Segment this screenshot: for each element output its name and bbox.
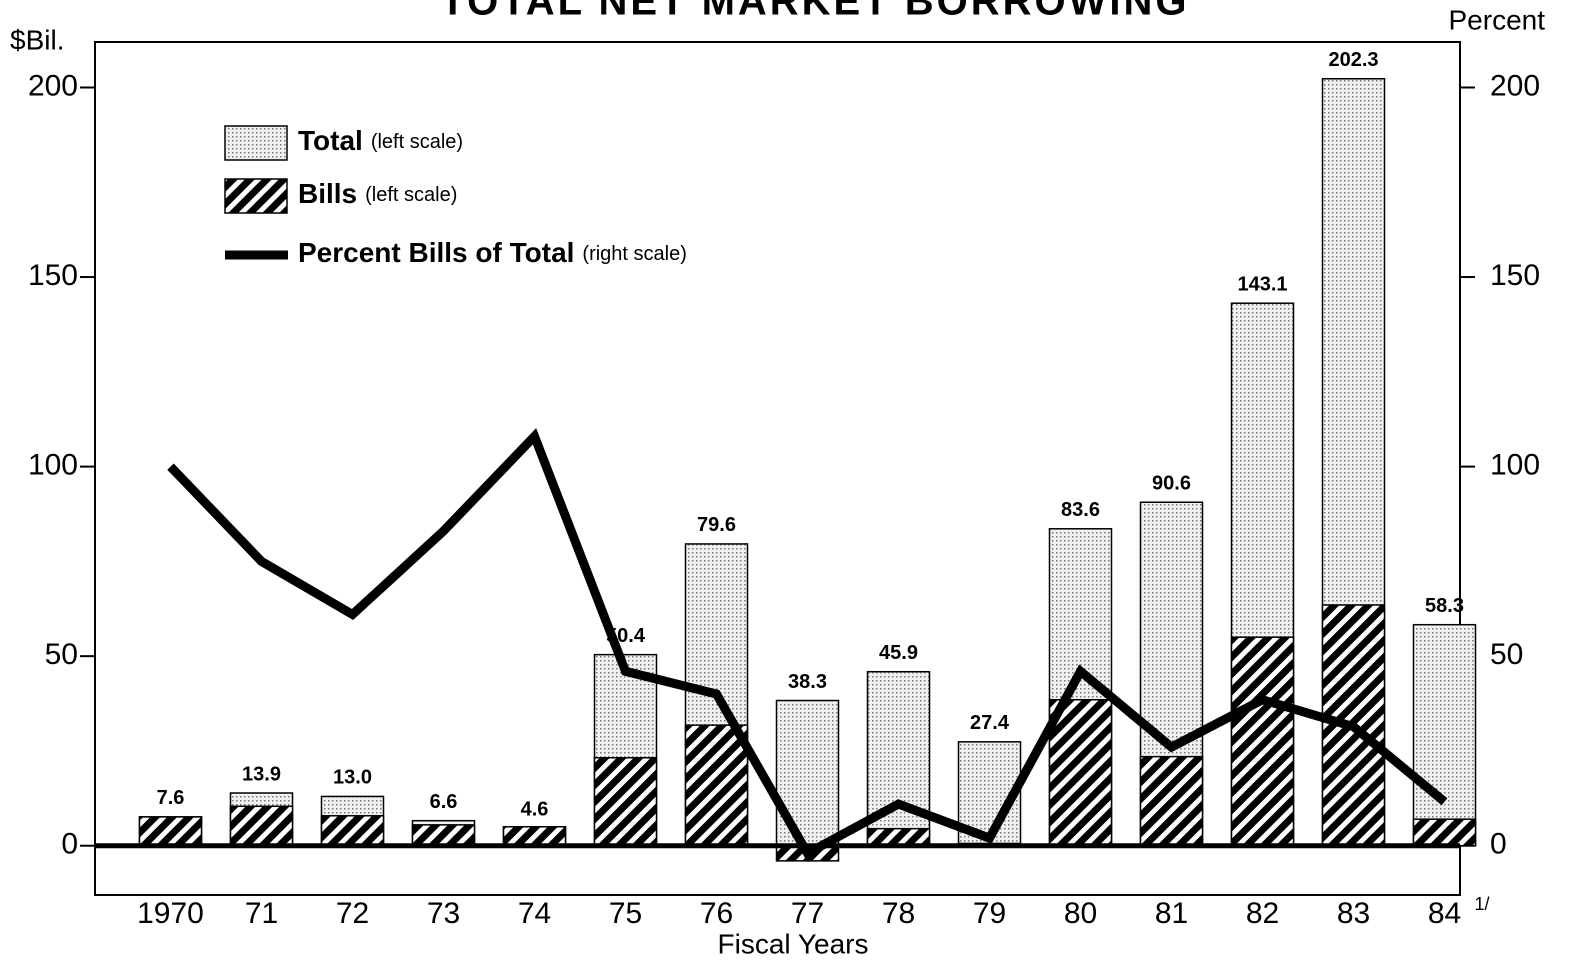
value-label: 6.6 [430,791,458,813]
x-axis-label: Fiscal Years [718,928,869,959]
y-axis-label: $Bil. [10,24,64,55]
bar [320,815,385,847]
legend-swatch [224,178,288,214]
line-series [167,428,1448,860]
legend-note: (left scale) [365,184,457,206]
x-tick-label: 79 [973,897,1006,930]
value-label: 27.4 [970,712,1010,734]
bar [684,724,749,847]
bar [138,816,203,847]
x-tick-label: 75 [609,897,642,930]
x-tick-label: 84 [1428,897,1461,930]
bar [229,805,294,847]
y2-tick-label: 100 [1490,449,1540,482]
legend-name: Percent Bills of Total [298,237,574,268]
value-label: 13.9 [242,763,281,785]
value-label: 7.6 [157,787,185,809]
x-tick-label: 83 [1337,897,1370,930]
x-tick-label: 1970 [137,897,204,930]
bar [1230,636,1295,847]
x-tick-label: 81 [1155,897,1188,930]
bar [502,826,567,847]
legend-note: (left scale) [371,131,463,153]
legend-label: Percent Bills of Total (right scale) [298,237,687,268]
x-tick-label: 72 [336,897,369,930]
bar [866,827,931,847]
value-label: 58.3 [1425,595,1464,617]
y-tick-label: 150 [28,259,78,292]
chart-title: TOTAL NET MARKET BORROWING [440,0,1189,24]
y2-tick-label: 150 [1490,259,1540,292]
y-tick-label: 100 [28,449,78,482]
bar [411,824,476,847]
y2-tick-label: 0 [1490,828,1507,861]
legend-name: Bills [298,178,357,209]
value-label: 90.6 [1152,473,1191,495]
bar [1412,623,1477,847]
legend-swatch [224,125,288,161]
x-tick-label: 77 [791,897,824,930]
footnote-marker: 1/ [1475,894,1490,914]
bar [1139,755,1204,847]
x-tick-label: 74 [518,897,551,930]
y-tick-label: 50 [45,638,78,671]
bar [1412,818,1477,847]
value-label: 13.0 [333,767,372,789]
x-tick-label: 82 [1246,897,1279,930]
y-tick-label: 0 [61,828,78,861]
y-tick-label: 200 [28,69,78,102]
plot-frame [94,41,1461,896]
legend-label: Bills (left scale) [298,178,457,209]
x-tick-label: 80 [1064,897,1097,930]
legend-note: (right scale) [582,243,686,265]
x-tick-label: 78 [882,897,915,930]
value-label: 38.3 [788,671,827,693]
x-tick-label: 73 [427,897,460,930]
value-label: 143.1 [1237,273,1287,295]
y2-tick-label: 50 [1490,638,1523,671]
legend-label: Total (left scale) [298,125,463,156]
x-tick-label: 76 [700,897,733,930]
value-label: 4.6 [521,799,549,821]
value-label: 45.9 [879,642,918,664]
bar [593,757,658,847]
value-label: 202.3 [1328,49,1378,71]
bar [1048,699,1113,847]
value-label: 83.6 [1061,499,1100,521]
legend-name: Total [298,125,363,156]
x-tick-label: 71 [245,897,278,930]
y2-axis-label: Percent [1449,4,1546,35]
value-label: 79.6 [697,514,736,536]
y2-tick-label: 200 [1490,69,1540,102]
